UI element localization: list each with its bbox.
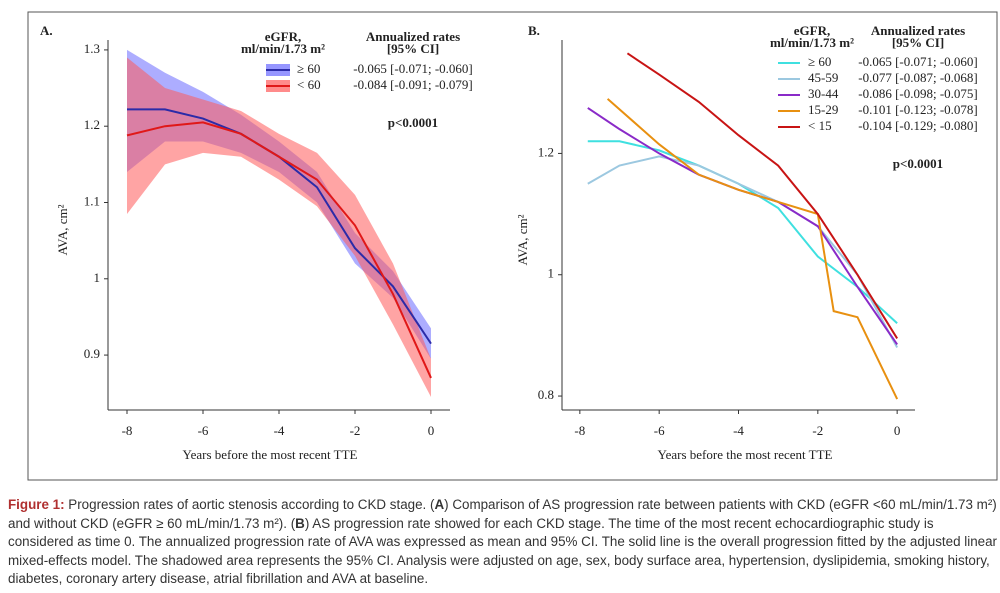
series-line: [126, 121, 432, 379]
rate-label: -0.077 [-0.087; -0.068]: [858, 70, 978, 85]
y-tick-label: 1: [94, 270, 101, 285]
series-line: [587, 155, 899, 349]
panel-label: B.: [528, 23, 540, 38]
x-tick-label: -8: [574, 423, 585, 438]
x-tick-label: 0: [894, 423, 901, 438]
legend-label: < 60: [297, 77, 321, 92]
legend-title: eGFR,: [794, 23, 830, 38]
x-axis-label: Years before the most recent TTE: [658, 447, 833, 462]
series-line: [626, 52, 899, 339]
legend-title: eGFR,: [265, 29, 301, 44]
figure: 0.9 1 1.1 1.2 1.3 -8 -6 -4 -2 0 A. Years before the…: [27, 11, 998, 481]
caption-text: ) Comparison of AS progression rate betw…: [8, 497, 997, 531]
x-tick-label: -4: [733, 423, 744, 438]
figure-border: [27, 11, 998, 481]
legend-label: 15-29: [808, 102, 838, 117]
x-tick-label: -4: [274, 423, 285, 438]
legend-title: ml/min/1.73 m²: [241, 41, 325, 56]
caption-text: A: [434, 497, 445, 512]
x-axis-label: Years before the most recent TTE: [183, 447, 358, 462]
x-tick-label: -2: [812, 423, 823, 438]
series-line: [587, 107, 898, 346]
legend-label: 45-59: [808, 70, 838, 85]
y-axis-label: AVA, cm²: [55, 204, 70, 255]
y-tick-label: 0.9: [84, 346, 100, 361]
rates-title: Annualized rates: [871, 23, 965, 38]
rate-label: -0.101 [-0.123; -0.078]: [858, 102, 978, 117]
panel-label: A.: [40, 23, 53, 38]
caption-text: ) AS progression rate showed for each CK…: [8, 515, 997, 587]
p-value: p<0.0001: [893, 156, 943, 171]
legend-label: ≥ 60: [297, 61, 320, 76]
rates-title: Annualized rates: [366, 29, 460, 44]
y-tick-label: 1.2: [84, 117, 100, 132]
rate-label: -0.065 [-0.071; -0.060]: [858, 54, 978, 69]
series-line: [606, 98, 899, 400]
x-tick-label: -6: [654, 423, 665, 438]
y-axis-label: AVA, cm²: [515, 214, 530, 265]
rate-label: -0.084 [-0.091; -0.079]: [353, 77, 473, 92]
y-tick-label: 1.1: [84, 193, 100, 208]
rate-label: -0.065 [-0.071; -0.060]: [353, 61, 473, 76]
x-tick-label: -6: [198, 423, 209, 438]
caption: Figure 1: Progression rates of aortic st…: [8, 496, 998, 589]
x-tick-label: -8: [122, 423, 133, 438]
legend-title: ml/min/1.73 m²: [770, 35, 854, 50]
p-value: p<0.0001: [388, 115, 438, 130]
rates-title: [95% CI]: [892, 35, 944, 50]
y-tick-label: 1.3: [84, 41, 100, 56]
y-tick-label: 0.8: [538, 387, 554, 402]
y-tick-label: 1.2: [538, 144, 554, 159]
caption-label: Figure 1:: [8, 497, 65, 512]
series-line: [587, 140, 898, 324]
y-tick-label: 1: [548, 266, 555, 281]
rate-label: -0.086 [-0.098; -0.075]: [858, 86, 978, 101]
legend-label: ≥ 60: [808, 54, 831, 69]
caption-text: Progression rates of aortic stenosis acc…: [68, 497, 435, 512]
legend-label: < 15: [808, 118, 832, 133]
x-tick-label: 0: [428, 423, 435, 438]
ci-band: [127, 57, 431, 398]
rates-title: [95% CI]: [387, 41, 439, 56]
x-tick-label: -2: [350, 423, 361, 438]
rate-label: -0.104 [-0.129; -0.080]: [858, 118, 978, 133]
caption-text: B: [295, 515, 305, 531]
legend-label: 30-44: [808, 86, 839, 101]
